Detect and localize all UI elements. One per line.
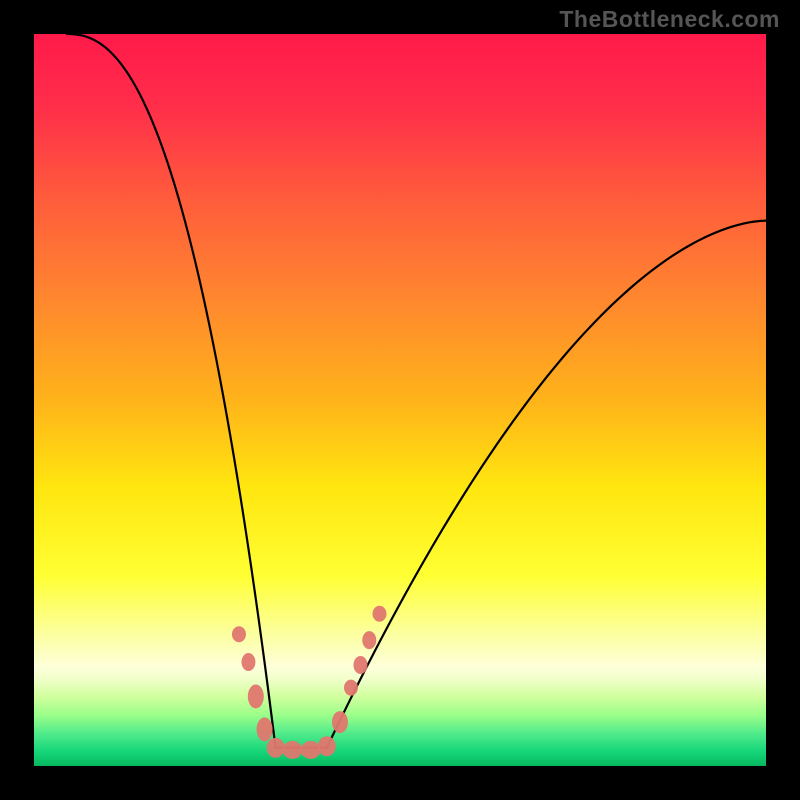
data-marker bbox=[267, 738, 285, 758]
data-marker bbox=[282, 741, 302, 759]
data-marker bbox=[362, 631, 376, 649]
data-marker bbox=[232, 626, 246, 642]
data-marker bbox=[318, 736, 336, 756]
chart-root: TheBottleneck.com bbox=[0, 0, 800, 800]
data-marker bbox=[344, 680, 358, 696]
data-marker bbox=[248, 684, 264, 708]
bottleneck-curve bbox=[67, 34, 766, 748]
watermark-text: TheBottleneck.com bbox=[559, 6, 780, 33]
data-marker bbox=[241, 653, 255, 671]
data-marker bbox=[332, 711, 348, 733]
data-marker bbox=[257, 717, 273, 741]
data-marker bbox=[301, 741, 321, 759]
data-marker bbox=[353, 656, 367, 674]
chart-overlay bbox=[0, 0, 800, 800]
data-marker bbox=[373, 606, 387, 622]
